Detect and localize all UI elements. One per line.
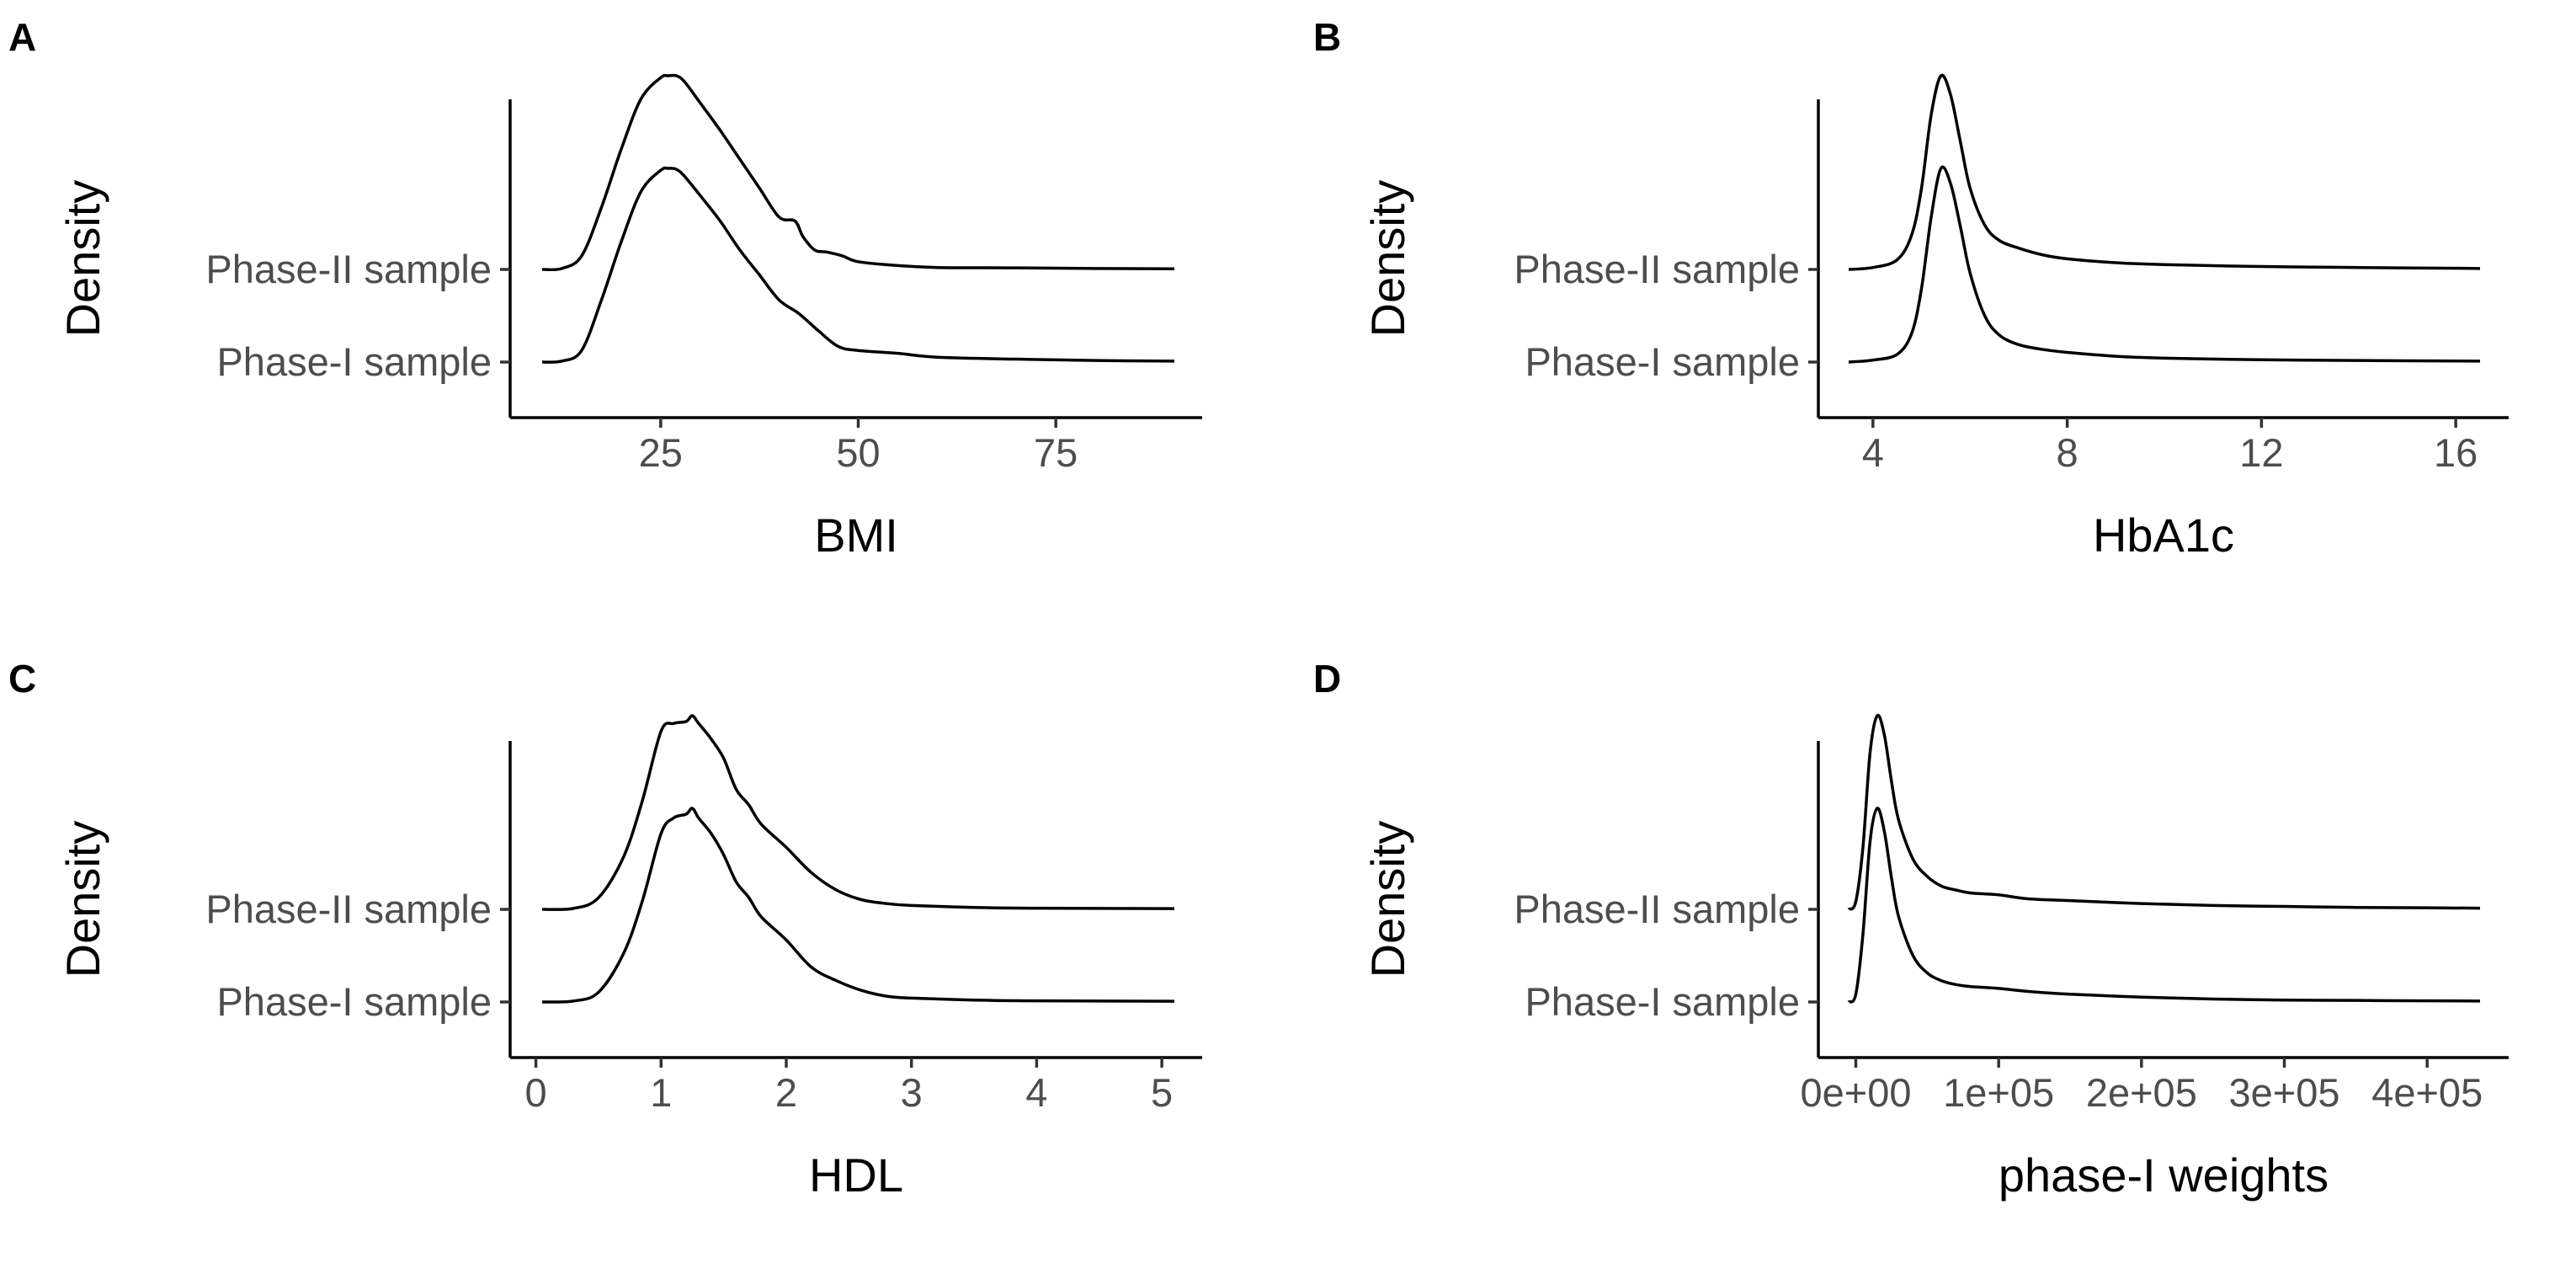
y-tick-label: Phase-I sample [1525,979,1800,1024]
panel-a: A Phase-I sample Phase-II sample 25 50 75 BMI D… [8,15,1202,562]
panel-letter: B [1313,15,1341,59]
x-tick-label: 25 [639,430,683,475]
density-ridge-phase-ii [541,714,1175,911]
x-tick-label: 16 [2434,430,2478,475]
panel-letter: C [8,657,36,701]
x-tick-label: 8 [2057,430,2078,475]
panel-letter: A [8,15,36,59]
density-ridge-phase-i [541,166,1175,364]
panel-d: D Phase-I sample Phase-II sample 0e+00 1e+05… [1313,657,2509,1202]
x-axis-title: HDL [809,1148,903,1202]
x-tick-label: 12 [2239,430,2283,475]
density-ridge-phase-i [541,807,1175,1004]
density-ridge-phase-ii [541,73,1175,272]
y-axis-title: Density [1361,821,1414,978]
x-tick-label: 4 [1025,1070,1047,1115]
y-tick-label: Phase-II sample [1514,887,1800,931]
y-tick-label: Phase-II sample [1514,247,1800,291]
x-tick-label: 5 [1151,1070,1173,1115]
y-axis-title: Density [1361,180,1414,338]
y-tick-label: Phase-I sample [1525,339,1800,384]
x-axis-title: HbA1c [2093,509,2234,562]
x-tick-label: 2e+05 [2086,1070,2197,1115]
x-tick-label: 50 [836,430,880,475]
density-ridge-phase-i [1848,165,2481,364]
y-axis-title: Density [56,821,109,978]
y-axis-title: Density [56,180,109,338]
x-tick-label: 4 [1862,430,1884,475]
panel-letter: D [1313,657,1341,701]
x-tick-label: 0e+00 [1800,1070,1911,1115]
density-ridge-phase-i [1847,807,2481,1004]
x-tick-label: 1 [650,1070,672,1115]
y-tick-label: Phase-I sample [216,339,492,384]
x-tick-label: 4e+05 [2371,1070,2483,1115]
x-tick-label: 3e+05 [2229,1070,2340,1115]
x-tick-label: 75 [1034,430,1078,475]
y-tick-label: Phase-II sample [205,887,492,931]
panel-c: C Phase-I sample Phase-II sample 0 1 2 3 4 5 HDL D… [8,657,1202,1202]
density-ridge-phase-ii [1847,713,2481,911]
x-tick-label: 1e+05 [1943,1070,2054,1115]
y-tick-label: Phase-I sample [216,979,492,1024]
x-tick-label: 2 [775,1070,797,1115]
y-tick-label: Phase-II sample [205,247,492,291]
x-tick-label: 0 [524,1070,546,1115]
x-axis-title: phase-I weights [1999,1148,2329,1202]
panel-b: B Phase-I sample Phase-II sample 4 8 12 16 HbA1… [1313,15,2509,562]
x-axis-title: BMI [814,509,898,562]
density-ridge-phase-ii [1848,73,2481,271]
x-tick-label: 3 [901,1070,923,1115]
